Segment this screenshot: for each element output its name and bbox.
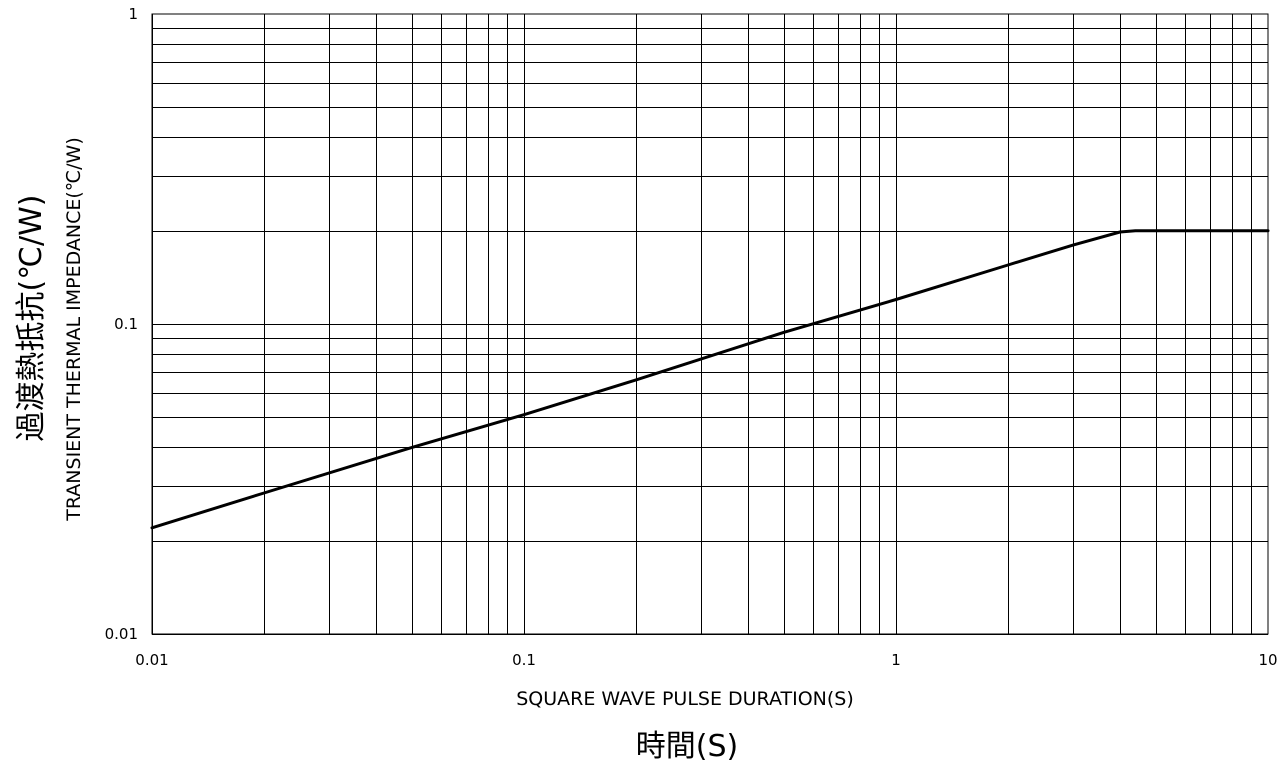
series-line-1 bbox=[150, 229, 1270, 530]
x-tick-label: 0.01 bbox=[135, 651, 168, 669]
x-tick-label: 0.1 bbox=[512, 651, 536, 669]
y-tick-label: 0.01 bbox=[105, 625, 138, 643]
x-axis-label-japanese: 時間(S) bbox=[636, 729, 738, 764]
grid bbox=[152, 14, 1268, 635]
x-tick-label: 1 bbox=[891, 651, 901, 669]
plot-area-frame bbox=[151, 13, 1269, 635]
y-axis-label-japanese: 過渡熱抵抗(℃/W) bbox=[14, 195, 49, 442]
y-tick-label: 1 bbox=[128, 5, 138, 23]
x-axis-tick-labels: 0.01 0.1 1 10 bbox=[135, 651, 1277, 669]
y-axis-label: TRANSIENT THERMAL IMPEDANCE(℃/W) bbox=[63, 137, 85, 521]
tick-labels: 0.01 0.1 1 10 0.01 0.1 1 bbox=[105, 5, 1278, 669]
x-tick-label: 10 bbox=[1258, 651, 1277, 669]
y-axis-tick-labels: 0.01 0.1 1 bbox=[105, 5, 138, 643]
x-axis-label: SQUARE WAVE PULSE DURATION(S) bbox=[516, 688, 854, 710]
y-tick-label: 0.1 bbox=[114, 315, 138, 333]
series-layer bbox=[150, 229, 1270, 530]
